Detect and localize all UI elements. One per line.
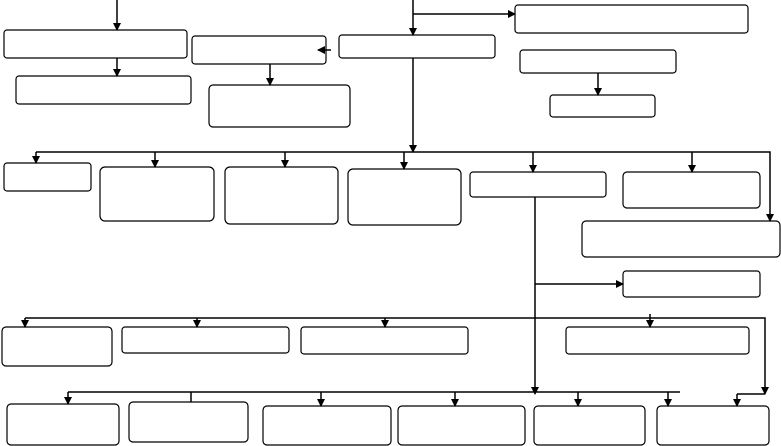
box (1, 326, 113, 367)
connector (36, 151, 774, 222)
box (208, 84, 351, 128)
box (338, 34, 496, 59)
box (262, 405, 392, 446)
box (514, 4, 749, 34)
box (300, 326, 469, 355)
box (191, 35, 327, 65)
boxes (1, 4, 781, 446)
box (549, 94, 656, 118)
box (581, 220, 781, 258)
box (224, 166, 339, 225)
box (121, 326, 290, 354)
box (622, 270, 761, 298)
box (469, 171, 607, 198)
connector (25, 317, 769, 395)
box (3, 29, 188, 59)
box (533, 405, 646, 446)
box (656, 405, 770, 446)
box (519, 49, 677, 74)
box (99, 166, 215, 222)
box (397, 405, 526, 446)
box (565, 326, 750, 355)
connectors (21, 0, 774, 407)
box (6, 403, 120, 446)
box (3, 162, 92, 192)
box (347, 168, 462, 226)
box (128, 401, 249, 443)
box (622, 171, 761, 209)
box (15, 75, 192, 105)
